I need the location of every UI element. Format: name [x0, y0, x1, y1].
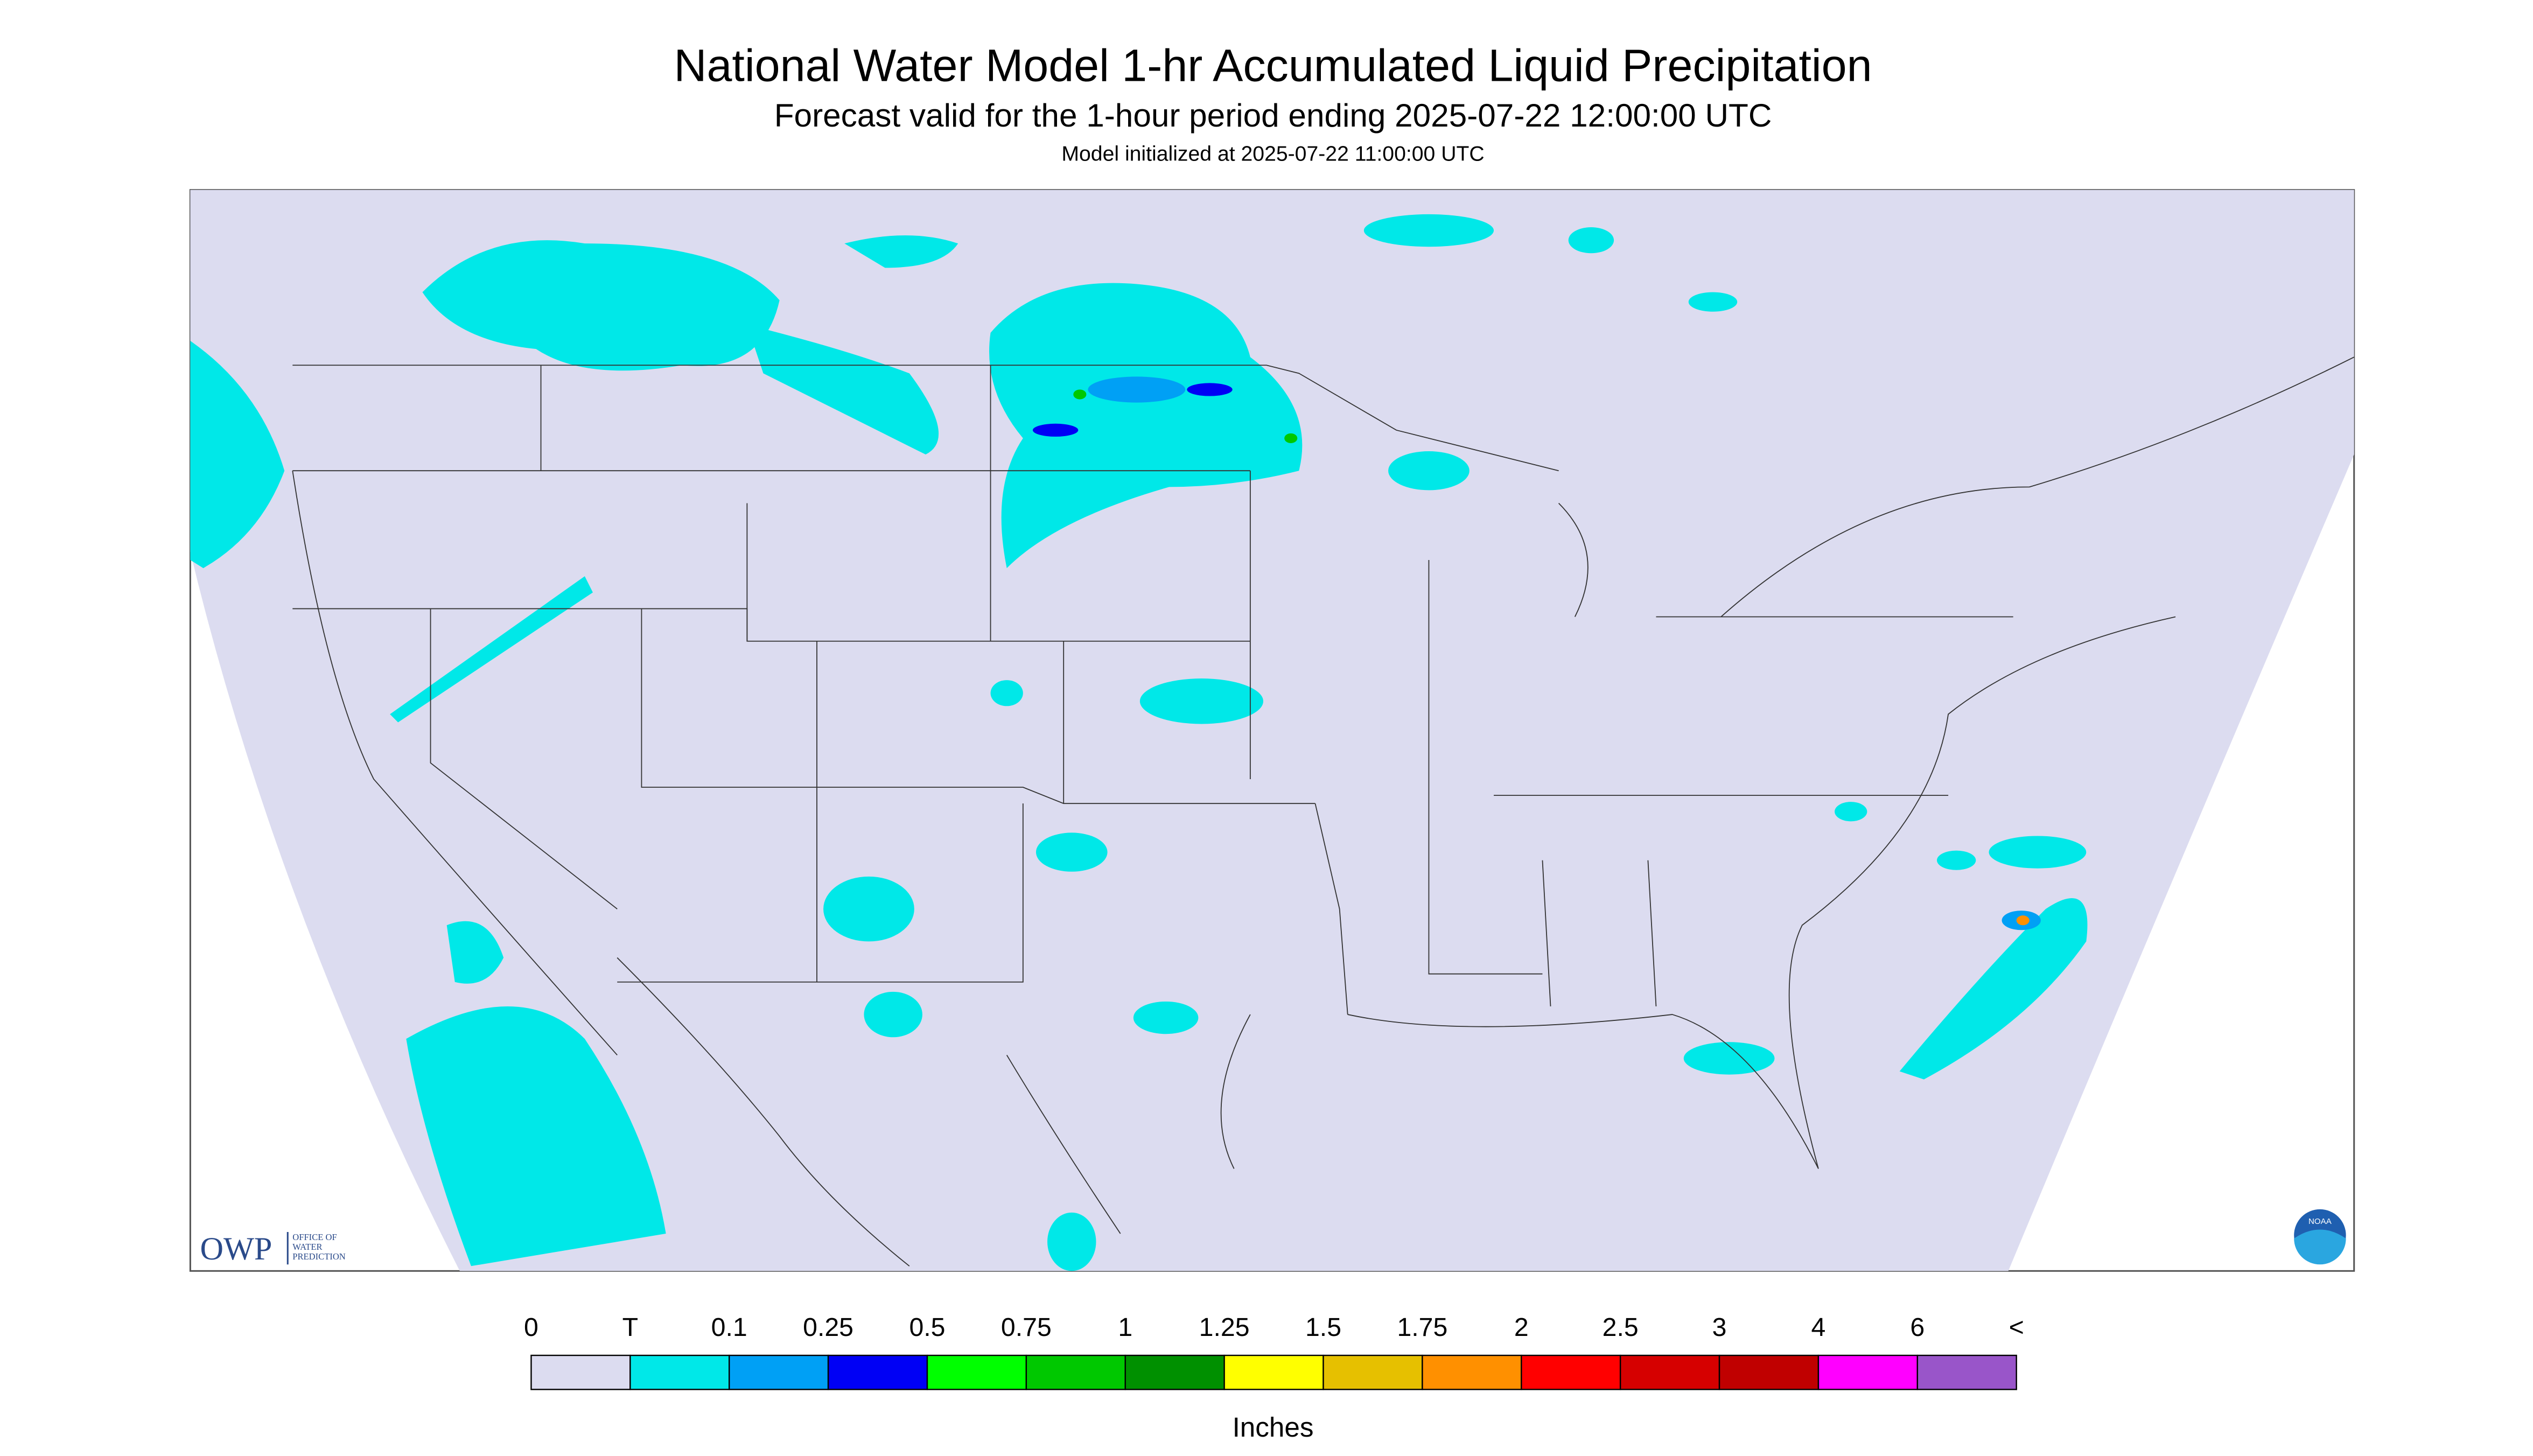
logo-name: WATER	[292, 1242, 323, 1252]
legend-swatch	[1223, 1354, 1324, 1390]
legend-swatch	[827, 1354, 928, 1390]
legend-label: 2	[1514, 1313, 1529, 1342]
legend-label: 1.5	[1305, 1313, 1341, 1342]
legend-label: T	[622, 1313, 638, 1342]
logo-abbr: OWP	[200, 1231, 272, 1267]
legend-swatch	[1916, 1354, 2017, 1390]
legend: 0 T 0.1 0.25 0.5 0.75 1 1.25 1.5 1.75 2 2.5 3 4 6 <	[524, 1313, 2024, 1390]
legend-label: 1	[1118, 1313, 1132, 1342]
legend-swatch	[1718, 1354, 1820, 1390]
legend-label: 6	[1910, 1313, 1925, 1342]
logo-name: OFFICE OF	[292, 1232, 337, 1242]
legend-label: 0	[524, 1313, 538, 1342]
legend-swatch	[1817, 1354, 1919, 1390]
owp-logo: OWP OFFICE OF WATER PREDICTION	[200, 1231, 345, 1267]
init-note: Model initialized at 2025-07-22 11:00:00…	[1061, 142, 1484, 165]
legend-swatch	[728, 1354, 829, 1390]
legend-label: <	[2009, 1313, 2024, 1342]
legend-label: 3	[1712, 1313, 1727, 1342]
legend-swatch	[1521, 1354, 1621, 1390]
legend-swatch	[629, 1354, 730, 1390]
precip-areas	[190, 214, 2088, 1271]
map: OWP OFFICE OF WATER PREDICTION NOAA	[189, 189, 2355, 1272]
legend-label: 1.25	[1199, 1313, 1250, 1342]
legend-swatch	[1619, 1354, 1720, 1390]
legend-label: 1.75	[1397, 1313, 1447, 1342]
legend-label: 4	[1811, 1313, 1826, 1342]
legend-swatch	[530, 1354, 631, 1390]
borders	[292, 356, 2355, 1267]
legend-unit: Inches	[1233, 1412, 1314, 1443]
legend-label: 2.5	[1603, 1313, 1639, 1342]
noaa-logo: NOAA	[2294, 1209, 2346, 1265]
domain	[190, 190, 2354, 1271]
legend-swatch	[1323, 1354, 1423, 1390]
logo-name: PREDICTION	[292, 1251, 345, 1262]
legend-swatch	[1422, 1354, 1522, 1390]
title: National Water Model 1-hr Accumulated Li…	[674, 40, 1872, 91]
subtitle: Forecast valid for the 1-hour period end…	[774, 97, 1772, 134]
legend-label: 0.75	[1001, 1313, 1052, 1342]
legend-label: 0.5	[909, 1313, 945, 1342]
legend-label: 0.1	[711, 1313, 747, 1342]
legend-label: 0.25	[803, 1313, 853, 1342]
legend-swatch	[926, 1354, 1027, 1390]
legend-swatch	[1124, 1354, 1225, 1390]
noaa-text: NOAA	[2308, 1217, 2332, 1226]
legend-swatch	[1025, 1354, 1126, 1390]
